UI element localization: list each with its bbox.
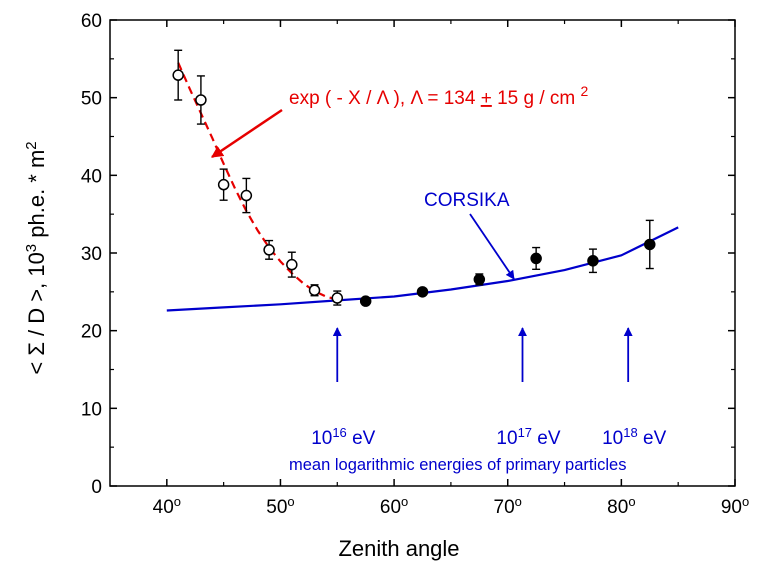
marker — [530, 252, 542, 265]
marker — [644, 238, 656, 251]
filled-data-point — [359, 295, 372, 307]
energy-label: 1017 eV — [496, 425, 560, 450]
open-data-point — [308, 284, 321, 297]
y-axis-title-sup1: 3 — [23, 244, 40, 252]
x-axis: 40o 50o 60o 70o 80o 90o — [153, 20, 749, 519]
marker — [195, 94, 207, 106]
x-tick-label: 60o — [380, 494, 408, 519]
marker — [172, 69, 184, 81]
y-axis-title-main: < Σ / D >, 10 — [24, 252, 49, 374]
marker — [359, 295, 372, 307]
x-tick-label: 50o — [266, 494, 294, 519]
open-data-point — [263, 239, 275, 260]
fit-label-sup: 2 — [581, 83, 589, 99]
y-tick-label: 50 — [81, 89, 102, 110]
corsika-curve — [166, 226, 679, 312]
energy-caption: mean logarithmic energies of primary par… — [289, 456, 626, 474]
y-tick-label: 0 — [91, 477, 102, 498]
x-tick-label: 70o — [494, 494, 522, 519]
open-data-point — [331, 290, 344, 306]
y-axis-title: < Σ / D >, 103 ph.e. * m2 — [23, 141, 50, 374]
corsika-pointer-arrow — [469, 213, 515, 280]
filled-data-point — [473, 273, 486, 286]
fit-label-rest: 15 g / cm — [492, 88, 581, 109]
y-axis: 0 10 20 30 40 50 60 — [81, 11, 735, 498]
x-axis-title: Zenith angle — [338, 536, 459, 561]
fit-label-main: exp ( - X / Λ ), Λ = 134 — [289, 88, 481, 109]
open-data-point — [195, 75, 207, 125]
marker — [263, 244, 275, 256]
energy-label: 1018 eV — [602, 425, 666, 450]
marker — [286, 258, 298, 271]
energy-arrows: 1016 eV 1017 eV 1018 eV — [311, 327, 667, 450]
x-tick-label: 40o — [153, 494, 181, 519]
x-tick-label: 80o — [607, 494, 635, 519]
marker — [473, 273, 486, 286]
y-tick-label: 40 — [81, 166, 102, 187]
marker — [308, 284, 321, 297]
fit-pointer-arrow — [211, 108, 283, 159]
data-points — [172, 49, 656, 307]
filled-data-point — [587, 248, 599, 274]
marker — [217, 178, 230, 191]
y-tick-label: 10 — [81, 399, 102, 420]
fit-label-pm: + — [481, 88, 492, 109]
filled-data-point — [416, 286, 429, 298]
x-tick-label: 90o — [721, 494, 749, 519]
energy-label: 1016 eV — [311, 425, 375, 450]
y-axis-title-mid: ph.e. * m — [24, 150, 49, 244]
y-tick-label: 60 — [81, 11, 102, 32]
marker — [331, 292, 344, 304]
y-tick-label: 20 — [81, 322, 102, 343]
y-tick-label: 30 — [81, 244, 102, 265]
fit-label: exp ( - X / Λ ), Λ = 134 + 15 g / cm 2 — [289, 83, 589, 109]
marker — [587, 255, 599, 267]
open-data-point — [172, 49, 184, 101]
filled-data-point — [644, 219, 656, 270]
y-axis-title-sup2: 2 — [23, 141, 40, 149]
filled-data-point — [530, 246, 542, 271]
open-data-point — [286, 251, 298, 278]
open-data-point — [240, 177, 253, 214]
marker — [240, 189, 253, 202]
corsika-label: CORSIKA — [424, 190, 510, 211]
open-data-point — [217, 168, 230, 201]
corsika-curve-group — [166, 226, 679, 312]
marker — [416, 286, 429, 298]
